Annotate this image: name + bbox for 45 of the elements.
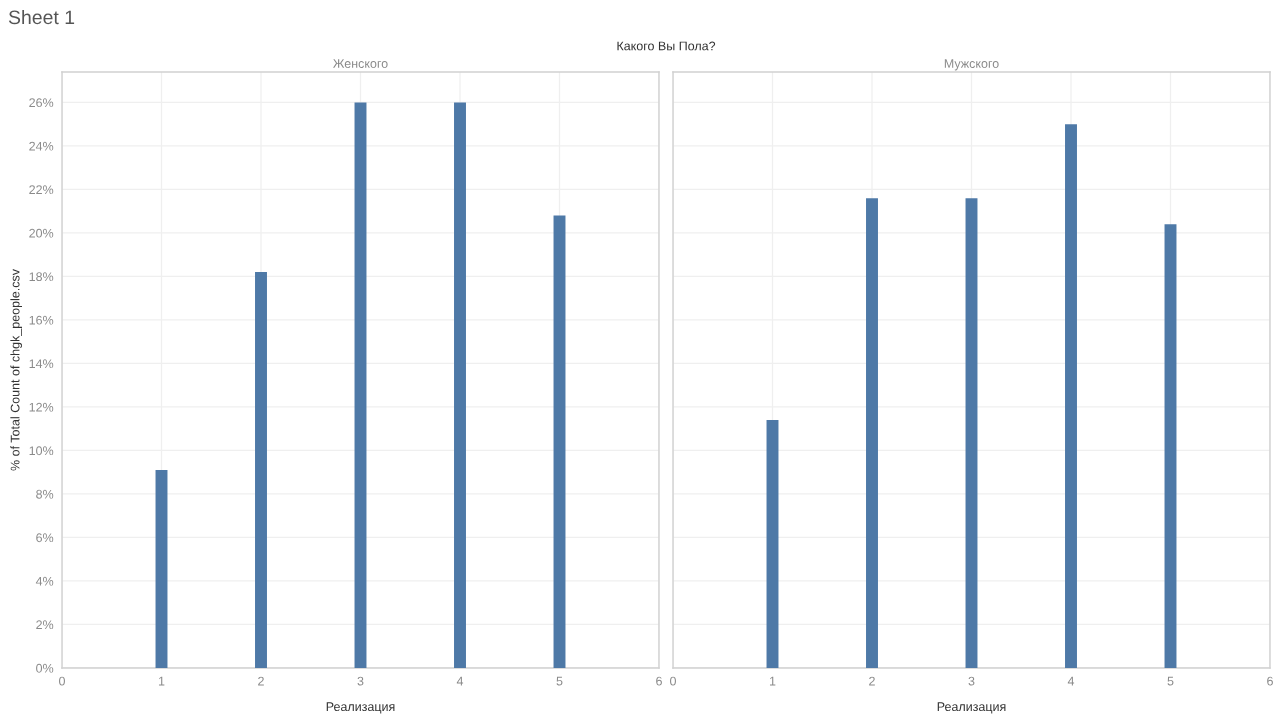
bar: [354, 102, 367, 668]
y-tick-label: 8%: [36, 489, 54, 499]
x-tick-label: 1: [158, 676, 165, 686]
text: Sheet 1: [8, 9, 75, 25]
y-tick-label: 0%: [36, 663, 54, 673]
x-tick-label: 5: [556, 676, 563, 686]
x-tick-label: 3: [357, 676, 364, 686]
bar: [553, 215, 566, 668]
y-tick-label: 18%: [29, 272, 54, 282]
x-tick-label: 2: [869, 676, 875, 686]
y-tick-label: 4%: [35, 576, 54, 586]
y-tick-label: 22%: [29, 185, 54, 195]
chart-title: Женского: [333, 59, 388, 68]
x-tick-label: 0: [59, 676, 65, 686]
x-tick-label: 4: [1067, 676, 1075, 686]
x-tick-label: 5: [1167, 676, 1174, 686]
y-tick-label: 6%: [36, 533, 54, 543]
x-tick-label: 1: [769, 676, 776, 686]
bar: [1065, 124, 1077, 668]
y-tick-label: 12%: [29, 402, 54, 412]
bar: [866, 198, 878, 668]
bar: [454, 102, 466, 668]
x-tick-label: 2: [258, 676, 264, 686]
y-tick-label: 24%: [29, 141, 54, 151]
bar: [155, 470, 168, 668]
x-tick-label: 0: [670, 676, 676, 686]
y-tick-label: 20%: [29, 228, 54, 238]
x-axis-title: Реализация: [326, 702, 395, 714]
y-tick-label: 10%: [29, 446, 54, 456]
y-axis-title: % of Total Count of chgk_people.csv: [10, 269, 22, 471]
y-tick-label: 16%: [29, 315, 54, 325]
bar: [965, 198, 978, 668]
text: Какого Вы Пола?: [617, 41, 716, 51]
x-tick-label: 6: [1267, 676, 1273, 686]
bar: [766, 420, 779, 668]
x-tick-label: 4: [456, 676, 464, 686]
y-tick-label: 26%: [29, 98, 54, 108]
x-tick-label: 6: [656, 676, 662, 686]
bar: [255, 272, 267, 668]
x-tick-label: 3: [968, 676, 975, 686]
x-axis-title: Реализация: [937, 702, 1006, 714]
bar: [1164, 224, 1177, 668]
chart-title: Мужского: [944, 59, 999, 71]
y-tick-label: 14%: [29, 359, 54, 369]
y-tick-label: 2%: [36, 620, 54, 630]
